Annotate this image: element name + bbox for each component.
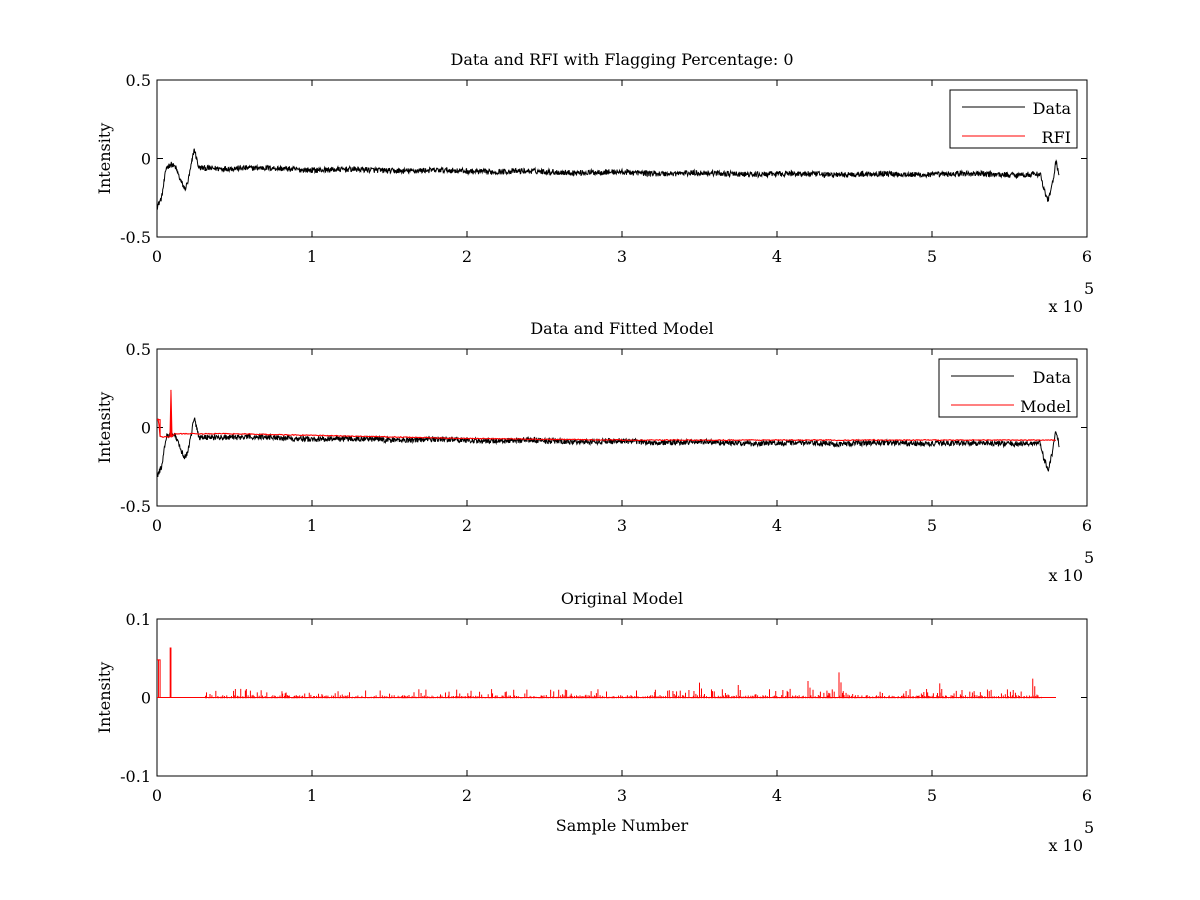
x-tick-label: 4 bbox=[772, 516, 782, 535]
x-axis-label: Sample Number bbox=[556, 816, 689, 835]
series-line-2 bbox=[157, 389, 1057, 442]
x-tick-label: 0 bbox=[152, 247, 162, 266]
y-tick-label: 0.1 bbox=[126, 610, 151, 629]
legend-label: RFI bbox=[1042, 128, 1071, 147]
legend: Data RFI bbox=[949, 89, 1078, 149]
x-tick-label: 1 bbox=[307, 516, 317, 535]
x-exponent-power: 5 bbox=[1084, 548, 1094, 567]
x-tick-label: 3 bbox=[617, 786, 627, 805]
x-tick-label: 3 bbox=[617, 516, 627, 535]
x-exponent-power: 5 bbox=[1084, 818, 1094, 837]
chart-title: Data and Fitted Model bbox=[530, 319, 713, 338]
series-line-1 bbox=[157, 417, 1060, 477]
legend: Data Model bbox=[938, 358, 1078, 418]
axes-frame bbox=[156, 79, 1088, 238]
x-tick-label: 5 bbox=[927, 516, 937, 535]
x-tick-label: 6 bbox=[1082, 516, 1092, 535]
x-tick-label: 2 bbox=[462, 516, 472, 535]
x-tick-label: 0 bbox=[152, 516, 162, 535]
y-axis-label: Intensity bbox=[95, 662, 114, 734]
x-tick-label: 6 bbox=[1082, 786, 1092, 805]
legend-box bbox=[949, 89, 1078, 149]
y-axis-label: Intensity bbox=[95, 392, 114, 464]
legend-label: Data bbox=[1033, 99, 1072, 118]
series-line-1 bbox=[157, 148, 1060, 211]
x-exponent-power: 5 bbox=[1084, 279, 1094, 298]
y-tick-label: 0 bbox=[141, 689, 151, 708]
plot-area bbox=[157, 647, 1056, 699]
x-tick-label: 3 bbox=[617, 247, 627, 266]
x-exponent-label: x 10 bbox=[1049, 836, 1083, 855]
y-tick-label: -0.5 bbox=[120, 228, 151, 247]
x-tick-label: 1 bbox=[307, 786, 317, 805]
legend-label: Model bbox=[1020, 397, 1071, 416]
legend-box bbox=[938, 358, 1078, 418]
x-tick-label: 6 bbox=[1082, 247, 1092, 266]
chart-title: Original Model bbox=[561, 589, 683, 608]
x-exponent-label: x 10 bbox=[1049, 297, 1083, 316]
x-exponent-label: x 10 bbox=[1049, 566, 1083, 585]
y-axis-label: Intensity bbox=[95, 123, 114, 195]
y-tick-label: 0.5 bbox=[126, 71, 151, 90]
x-tick-label: 2 bbox=[462, 247, 472, 266]
y-tick-label: -0.5 bbox=[120, 497, 151, 516]
y-tick-label: 0 bbox=[141, 419, 151, 438]
series-line-1 bbox=[157, 647, 1056, 699]
x-tick-label: 4 bbox=[772, 786, 782, 805]
x-tick-label: 4 bbox=[772, 247, 782, 266]
x-tick-label: 1 bbox=[307, 247, 317, 266]
chart-title: Data and RFI with Flagging Percentage: 0 bbox=[450, 50, 793, 69]
x-tick-label: 5 bbox=[927, 786, 937, 805]
y-tick-label: 0.5 bbox=[126, 340, 151, 359]
plot-area bbox=[157, 389, 1060, 477]
legend-label: Data bbox=[1033, 368, 1072, 387]
y-tick-label: 0 bbox=[141, 150, 151, 169]
x-tick-label: 5 bbox=[927, 247, 937, 266]
x-tick-label: 2 bbox=[462, 786, 472, 805]
plot-area bbox=[157, 148, 1060, 211]
x-tick-label: 0 bbox=[152, 786, 162, 805]
y-tick-label: -0.1 bbox=[120, 767, 151, 786]
